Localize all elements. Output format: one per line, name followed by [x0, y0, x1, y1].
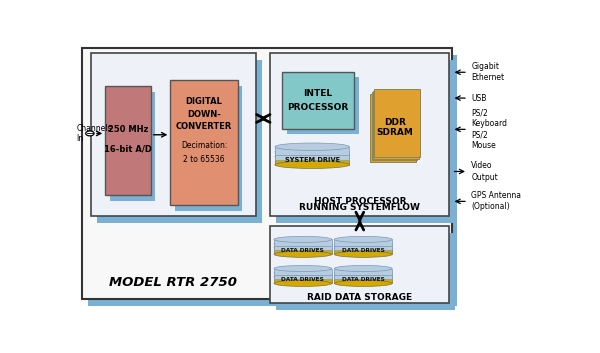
Ellipse shape	[334, 237, 392, 243]
Text: PS/2
Keyboard
PS/2
Mouse: PS/2 Keyboard PS/2 Mouse	[471, 108, 507, 150]
Bar	[334, 247, 392, 254]
Text: Decimation:: Decimation:	[181, 141, 227, 150]
Bar	[170, 80, 238, 205]
Text: DIGITAL: DIGITAL	[185, 97, 223, 106]
Bar	[334, 269, 392, 275]
Bar	[274, 269, 332, 275]
Bar	[105, 86, 151, 195]
Bar	[270, 226, 449, 303]
Bar	[88, 55, 457, 306]
Ellipse shape	[275, 148, 349, 155]
Bar	[275, 152, 349, 160]
Text: RUNNING SYSTEMFLOW: RUNNING SYSTEMFLOW	[299, 203, 420, 212]
Bar	[110, 92, 155, 201]
Ellipse shape	[274, 240, 332, 246]
Bar	[373, 91, 419, 159]
Text: SDRAM: SDRAM	[377, 128, 413, 137]
Ellipse shape	[334, 274, 392, 280]
Text: SYSTEM DRIVE: SYSTEM DRIVE	[284, 157, 340, 163]
Ellipse shape	[274, 251, 332, 257]
Bar	[82, 48, 452, 299]
Bar	[275, 147, 349, 155]
Text: MODEL RTR 2750: MODEL RTR 2750	[109, 276, 236, 289]
Text: GPS Antenna
(Optional): GPS Antenna (Optional)	[471, 191, 521, 211]
Bar	[276, 233, 455, 310]
Ellipse shape	[274, 245, 332, 251]
Text: 16-bit A/D: 16-bit A/D	[104, 144, 152, 154]
Bar	[374, 89, 420, 157]
Bar	[287, 77, 359, 134]
Bar	[334, 239, 392, 246]
Bar	[175, 86, 242, 211]
Text: DATA DRIVES: DATA DRIVES	[342, 277, 385, 282]
Ellipse shape	[334, 265, 392, 271]
Text: HOST PROCESSOR: HOST PROCESSOR	[314, 197, 406, 206]
Text: Gigabit
Ethernet: Gigabit Ethernet	[471, 62, 505, 82]
Ellipse shape	[274, 265, 332, 271]
Bar	[334, 277, 392, 283]
Ellipse shape	[275, 143, 349, 150]
Bar	[270, 53, 449, 216]
Bar	[282, 72, 354, 129]
Bar	[274, 273, 332, 279]
Bar	[97, 60, 262, 223]
Circle shape	[86, 131, 94, 136]
Bar	[276, 60, 455, 223]
Text: DATA DRIVES: DATA DRIVES	[342, 248, 385, 253]
Bar	[274, 277, 332, 283]
Ellipse shape	[334, 280, 392, 286]
Text: 250 MHz: 250 MHz	[108, 125, 148, 134]
Text: Video
Output: Video Output	[471, 161, 498, 181]
Text: USB: USB	[471, 94, 487, 103]
Ellipse shape	[274, 270, 332, 276]
Bar	[91, 53, 256, 216]
Ellipse shape	[334, 240, 392, 246]
Ellipse shape	[274, 274, 332, 280]
Bar	[370, 94, 416, 162]
Text: DATA DRIVES: DATA DRIVES	[281, 248, 324, 253]
Bar	[274, 247, 332, 254]
Text: PROCESSOR: PROCESSOR	[287, 103, 349, 112]
Ellipse shape	[275, 153, 349, 160]
Text: DOWN-: DOWN-	[187, 110, 221, 119]
Ellipse shape	[334, 245, 392, 251]
Ellipse shape	[274, 237, 332, 243]
Ellipse shape	[275, 161, 349, 168]
Text: CONVERTER: CONVERTER	[176, 122, 232, 131]
Text: DDR: DDR	[384, 118, 406, 127]
Bar	[275, 156, 349, 165]
Text: 2 to 65536: 2 to 65536	[183, 155, 225, 164]
Text: INTEL: INTEL	[304, 89, 332, 98]
Bar	[334, 244, 392, 250]
Ellipse shape	[274, 280, 332, 286]
Text: RAID DATA STORAGE: RAID DATA STORAGE	[307, 293, 412, 301]
Bar	[274, 244, 332, 250]
Ellipse shape	[334, 270, 392, 276]
Text: Channels
In: Channels In	[76, 124, 112, 143]
Bar	[274, 239, 332, 246]
Ellipse shape	[334, 251, 392, 257]
Text: DATA DRIVES: DATA DRIVES	[281, 277, 324, 282]
Bar	[334, 273, 392, 279]
Bar	[371, 92, 417, 160]
